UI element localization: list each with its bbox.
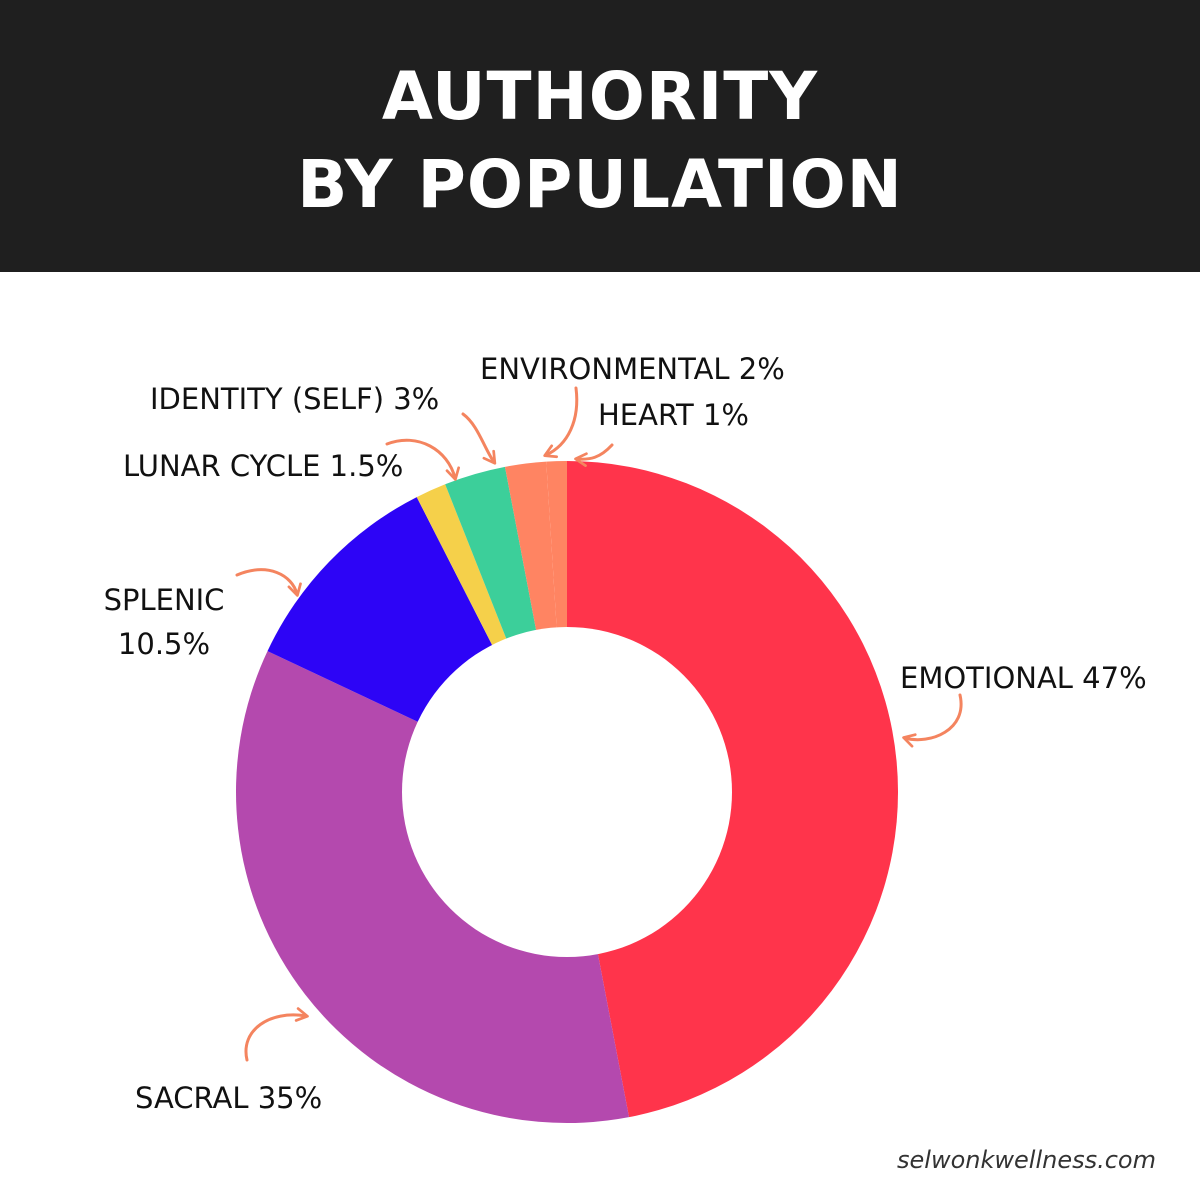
label-heart: HEART 1% (598, 398, 749, 432)
label-environmental: ENVIRONMENTAL 2% (480, 352, 785, 386)
title-banner: AUTHORITY BY POPULATION (0, 0, 1200, 272)
label-splenic-name: SPLENIC (104, 583, 225, 617)
label-identity: IDENTITY (SELF) 3% (150, 382, 439, 416)
label-arrows (235, 386, 963, 1062)
arrow-identity (461, 412, 497, 465)
label-sacral: SACRAL 35% (135, 1081, 322, 1115)
label-lunar-cycle: LUNAR CYCLE 1.5% (123, 449, 403, 483)
title-line-1: AUTHORITY (381, 58, 819, 135)
arrow-lunar-cycle (385, 438, 460, 481)
arrow-splenic (235, 568, 302, 597)
arrow-sacral (244, 1007, 309, 1062)
label-splenic-value: 10.5% (118, 627, 210, 661)
website-credit: selwonkwellness.com (897, 1146, 1156, 1174)
label-emotional: EMOTIONAL 47% (900, 661, 1147, 695)
arrow-environmental (543, 386, 579, 459)
donut-hole (402, 627, 732, 957)
arrow-emotional (902, 693, 963, 748)
arrow-heart (574, 443, 614, 468)
title-line-2: BY POPULATION (297, 146, 903, 223)
slice-emotional (567, 461, 899, 1118)
